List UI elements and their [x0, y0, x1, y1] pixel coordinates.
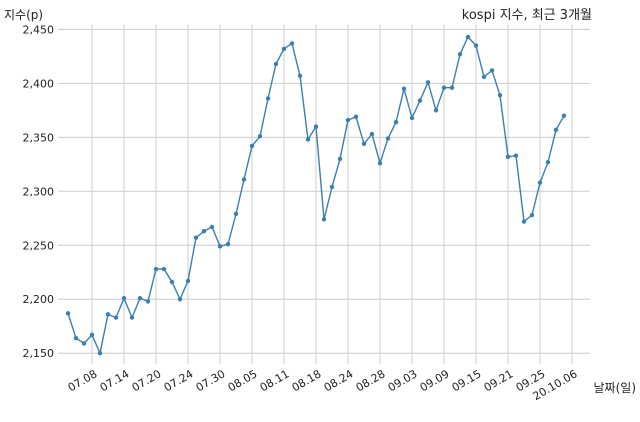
data-point: [233, 211, 239, 217]
x-tick-label: 08.11: [258, 367, 292, 394]
data-point: [97, 351, 103, 356]
x-tick-label: 07.08: [66, 367, 100, 394]
data-point: [65, 311, 71, 316]
data-point: [457, 52, 463, 57]
y-tick-label: 2,150: [23, 347, 55, 360]
data-point: [505, 154, 511, 159]
data-point: [417, 98, 423, 103]
data-point: [257, 134, 263, 139]
data-point: [361, 141, 367, 147]
data-point: [489, 68, 495, 73]
y-tick-label: 2,400: [23, 77, 55, 90]
data-point: [81, 341, 87, 346]
data-point: [121, 295, 127, 301]
data-point: [329, 184, 335, 190]
x-tick-label: 08.28: [354, 367, 388, 394]
chart-title: kospi 지수, 최근 3개월: [461, 8, 592, 23]
data-point: [265, 96, 271, 101]
data-point: [305, 137, 311, 142]
data-point: [313, 124, 319, 129]
data-point: [561, 113, 567, 118]
data-point: [401, 86, 407, 91]
y-tick-label: 2,250: [23, 239, 55, 252]
data-point: [545, 159, 551, 165]
y-tick-label: 2,200: [23, 293, 55, 306]
data-point: [393, 120, 399, 125]
data-point: [553, 127, 559, 132]
x-tick-label: 07.20: [130, 367, 164, 394]
data-point: [345, 117, 351, 123]
data-point: [89, 332, 95, 338]
x-tick-label: 08.18: [290, 367, 324, 394]
data-point: [201, 229, 207, 234]
data-point: [185, 278, 191, 284]
data-point: [241, 177, 247, 182]
data-point: [377, 161, 383, 166]
x-tick-label: 08.05: [226, 367, 260, 394]
data-point: [441, 85, 447, 90]
data-point: [425, 80, 431, 85]
data-point: [217, 244, 223, 249]
data-point: [433, 108, 439, 113]
data-point: [161, 266, 167, 272]
data-point: [273, 61, 279, 67]
y-tick-label: 2,300: [23, 185, 55, 198]
y-tick-label: 2,450: [23, 23, 55, 36]
data-point: [529, 212, 535, 218]
data-point: [225, 241, 231, 247]
data-point: [385, 136, 391, 141]
data-point: [513, 153, 519, 158]
data-point: [321, 217, 327, 222]
data-point: [145, 299, 151, 304]
data-point: [129, 315, 135, 320]
data-point: [209, 224, 215, 230]
data-point: [369, 131, 375, 137]
data-point: [137, 295, 143, 301]
y-axis-label: 지수(p): [4, 8, 44, 22]
x-tick-label: 07.14: [98, 367, 132, 394]
data-point: [473, 43, 479, 48]
data-point: [497, 93, 503, 98]
data-point: [113, 315, 119, 320]
x-tick-label: 09.09: [418, 367, 452, 394]
y-tick-label: 2,350: [23, 131, 55, 144]
data-point: [449, 85, 455, 90]
x-tick-label: 09.21: [482, 367, 516, 394]
x-tick-label: 08.24: [322, 367, 356, 394]
x-tick-label: 09.03: [386, 367, 420, 394]
data-point: [169, 279, 175, 285]
data-point: [177, 297, 183, 302]
data-point: [73, 335, 79, 341]
data-point: [409, 115, 415, 121]
data-point: [281, 46, 287, 52]
data-point: [537, 180, 543, 185]
data-point: [353, 114, 359, 120]
data-point: [289, 41, 295, 46]
data-point: [521, 219, 527, 224]
data-point: [249, 143, 255, 149]
data-point: [153, 266, 159, 272]
data-point: [481, 74, 487, 80]
data-point: [193, 235, 199, 240]
data-point: [465, 34, 471, 40]
data-point: [297, 73, 303, 79]
x-tick-label: 09.15: [450, 367, 484, 394]
data-point: [337, 156, 343, 162]
x-axis-label: 날짜(일): [593, 381, 636, 395]
data-point: [105, 312, 111, 317]
x-tick-label: 07.24: [162, 367, 196, 394]
x-tick-label: 07.30: [194, 367, 228, 394]
